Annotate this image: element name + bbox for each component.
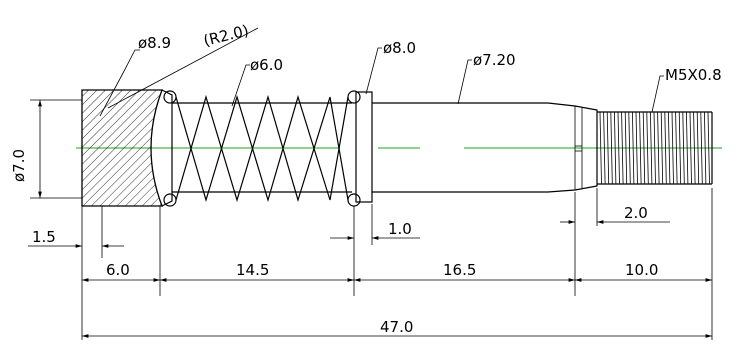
- spring-length-dim: 14.5: [236, 261, 269, 279]
- shaft-length-dim: 16.5: [443, 261, 476, 279]
- thread-line: [660, 111, 664, 185]
- thread: [597, 111, 713, 185]
- thread-line: [617, 111, 620, 185]
- thread-line: [682, 111, 685, 185]
- thread-line: [610, 111, 613, 185]
- thread-line: [632, 111, 635, 185]
- shaft: [372, 102, 598, 193]
- thread-line: [704, 111, 707, 185]
- thread-line: [707, 111, 710, 185]
- thread-line: [693, 111, 696, 185]
- thread-line: [675, 111, 678, 185]
- thread-line: [657, 111, 660, 185]
- thread-line: [668, 111, 671, 185]
- thread-line: [700, 111, 703, 185]
- head-diameter-label: ø8.9: [138, 34, 171, 52]
- head-length-dim: 6.0: [106, 261, 130, 279]
- head-section: [81, 89, 173, 207]
- thread-line: [599, 111, 602, 185]
- collar-diameter-label: ø8.0: [383, 39, 416, 57]
- overall-length-dim: 47.0: [380, 318, 413, 336]
- thread-line: [639, 111, 642, 185]
- thread-relief-dim: 2.0: [624, 204, 648, 222]
- thread-line: [603, 111, 606, 185]
- thread-line: [646, 111, 649, 185]
- head-radius-label: (R2.0): [202, 21, 251, 50]
- dimension-lines: [28, 100, 712, 338]
- thread-line: [696, 111, 700, 185]
- thread-line: [664, 111, 667, 185]
- thread-line: [642, 111, 646, 185]
- collar: [355, 91, 373, 203]
- leader-lines: [99, 27, 664, 117]
- thread-line: [689, 111, 692, 185]
- head-chamfer-dim: 1.5: [32, 228, 56, 246]
- thread-line: [653, 111, 656, 185]
- thread-line: [650, 111, 653, 185]
- thread-line: [606, 111, 610, 185]
- thread-line: [671, 111, 674, 185]
- thread-line: [624, 111, 628, 185]
- spring-diameter-label: ø6.0: [250, 56, 283, 74]
- height-diameter-label: ø7.0: [10, 149, 28, 182]
- shaft-diameter-label: ø7.20: [473, 51, 516, 69]
- thread-line: [635, 111, 638, 185]
- thread-spec-label: M5X0.8: [665, 66, 722, 84]
- thread-line: [686, 111, 689, 185]
- thread-line: [614, 111, 617, 185]
- collar-width-dim: 1.0: [388, 220, 412, 238]
- thread-line: [678, 111, 682, 185]
- thread-length-dim: 10.0: [625, 261, 658, 279]
- thread-line: [628, 111, 631, 185]
- thread-line: [621, 111, 624, 185]
